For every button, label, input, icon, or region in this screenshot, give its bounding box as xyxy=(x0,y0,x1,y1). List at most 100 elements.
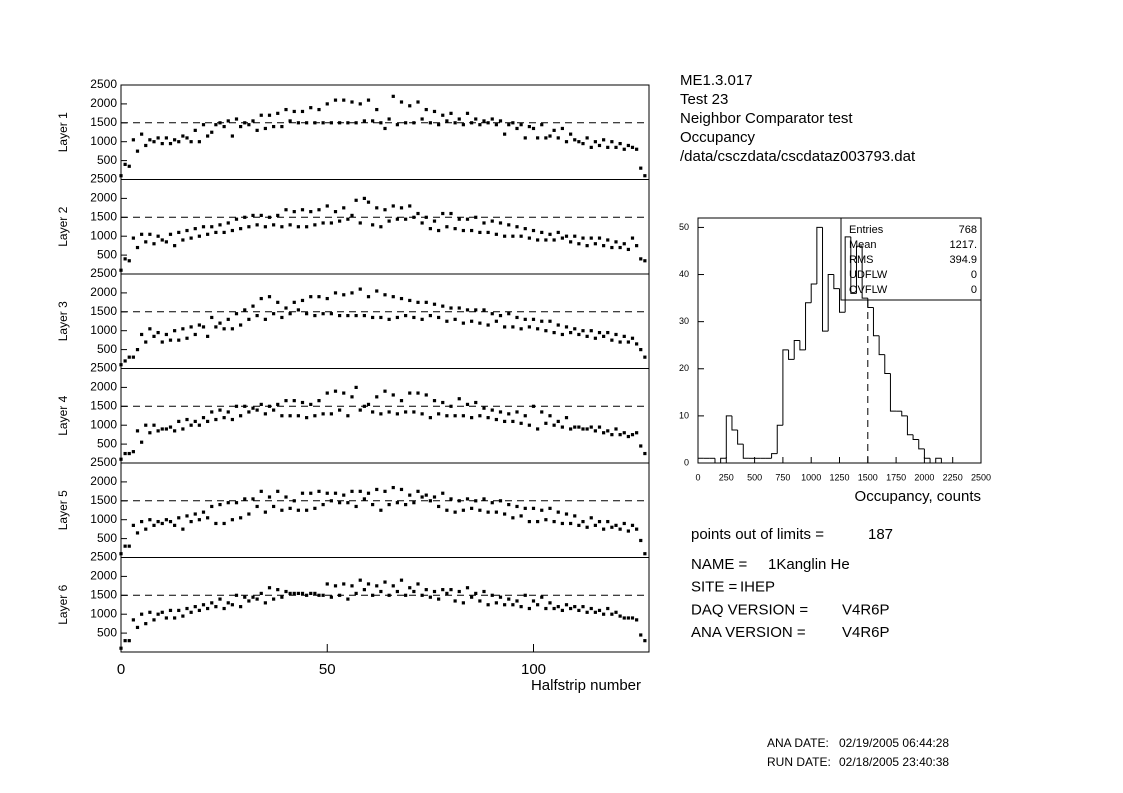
point xyxy=(329,312,333,316)
point xyxy=(181,527,185,531)
point xyxy=(177,516,181,520)
point xyxy=(230,228,234,233)
point xyxy=(622,242,626,246)
point xyxy=(536,427,540,431)
point xyxy=(358,287,362,291)
point xyxy=(635,342,639,346)
panel-label: Layer 4 xyxy=(56,395,70,435)
point xyxy=(333,291,338,295)
point xyxy=(193,227,197,231)
point xyxy=(309,591,313,596)
point xyxy=(168,425,173,429)
point xyxy=(375,107,379,112)
point xyxy=(135,429,140,433)
point xyxy=(251,119,255,123)
point xyxy=(548,134,552,138)
point xyxy=(602,334,606,338)
point xyxy=(338,501,342,505)
point xyxy=(267,113,272,117)
point xyxy=(358,221,362,225)
header-line: ME1.3.017 xyxy=(680,72,753,89)
point xyxy=(569,606,573,611)
point xyxy=(189,519,193,524)
stat-label: OVFLW xyxy=(849,284,888,296)
panel-label: Layer 5 xyxy=(56,490,70,530)
point xyxy=(639,348,643,352)
point xyxy=(193,512,197,516)
point xyxy=(296,508,300,512)
point xyxy=(457,499,461,503)
panel-frame xyxy=(120,84,650,180)
point xyxy=(416,300,420,304)
point xyxy=(556,323,560,327)
point xyxy=(610,525,614,529)
y-tick-label: 10 xyxy=(679,410,689,420)
point xyxy=(309,295,313,299)
point xyxy=(515,410,519,414)
point xyxy=(226,501,230,505)
x-axis-label: Halfstrip number xyxy=(531,677,641,694)
point xyxy=(358,578,362,582)
point xyxy=(329,595,333,599)
y-tick-label: 1000 xyxy=(90,323,117,337)
point xyxy=(391,485,395,490)
point xyxy=(556,419,560,424)
y-tick-label: 30 xyxy=(679,316,689,326)
point xyxy=(399,487,404,492)
point xyxy=(127,451,131,456)
hist-bin xyxy=(929,458,936,464)
point xyxy=(589,425,593,429)
point xyxy=(597,330,602,335)
point xyxy=(399,100,404,104)
point xyxy=(201,123,206,127)
point xyxy=(156,519,160,524)
point xyxy=(424,215,428,219)
y-tick-label: 1500 xyxy=(90,587,117,601)
point xyxy=(449,111,453,115)
point xyxy=(156,612,160,616)
point xyxy=(560,608,564,613)
point xyxy=(589,516,593,520)
point xyxy=(556,136,560,140)
point xyxy=(395,315,399,320)
point xyxy=(519,421,523,425)
point xyxy=(387,219,391,223)
y-tick-label: 1000 xyxy=(90,512,117,526)
point xyxy=(560,332,564,337)
hist-bin xyxy=(889,373,897,412)
point xyxy=(639,538,643,543)
point xyxy=(573,138,577,142)
point xyxy=(160,427,164,431)
point xyxy=(214,230,218,235)
point xyxy=(552,606,556,611)
point xyxy=(135,531,140,535)
point xyxy=(395,217,399,221)
point xyxy=(515,225,519,229)
point xyxy=(362,497,366,501)
point xyxy=(453,121,457,125)
hist-bin xyxy=(839,288,846,313)
point xyxy=(412,121,416,125)
point xyxy=(156,136,160,140)
point xyxy=(131,523,135,527)
point xyxy=(375,206,379,210)
point xyxy=(243,121,247,125)
point xyxy=(300,109,305,114)
point xyxy=(577,332,581,337)
hist-bin xyxy=(799,340,806,351)
y-tick-label: 2500 xyxy=(90,361,117,375)
point xyxy=(288,119,292,123)
point xyxy=(305,593,309,597)
point xyxy=(540,410,544,414)
point xyxy=(296,121,300,125)
point xyxy=(185,228,189,233)
point xyxy=(408,104,412,108)
point xyxy=(408,493,412,497)
y-tick-label: 2500 xyxy=(90,266,117,280)
point xyxy=(626,143,630,148)
point xyxy=(461,321,465,325)
point xyxy=(280,508,284,512)
panel-frame xyxy=(120,273,650,369)
hist-bin xyxy=(816,226,823,284)
point xyxy=(222,606,226,611)
